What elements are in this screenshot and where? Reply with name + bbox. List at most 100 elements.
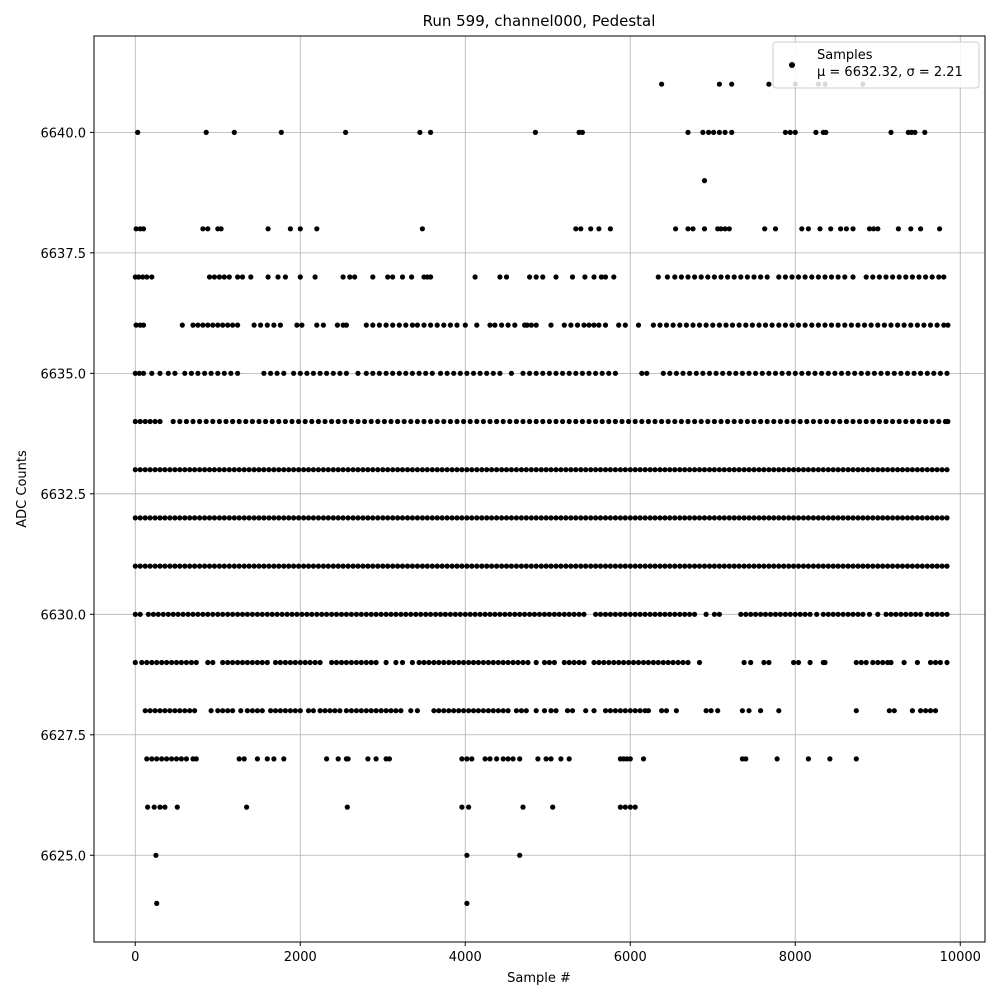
data-point (157, 418, 163, 425)
data-point (348, 659, 354, 666)
data-point (470, 370, 477, 376)
data-point (888, 322, 894, 328)
data-point (178, 756, 184, 762)
data-point (533, 515, 539, 521)
data-point (154, 756, 160, 762)
data-point (325, 467, 331, 473)
data-point (383, 322, 389, 328)
data-point (939, 611, 945, 617)
data-point (845, 467, 851, 473)
data-point (771, 418, 777, 425)
data-point (271, 563, 277, 569)
data-point (665, 659, 671, 666)
data-point (428, 611, 434, 617)
data-point (672, 515, 678, 521)
data-point (824, 418, 830, 425)
data-point (462, 322, 468, 328)
data-point (343, 708, 349, 714)
data-point (518, 467, 525, 473)
data-point (180, 611, 186, 617)
data-point (230, 708, 236, 714)
data-point (815, 563, 822, 569)
data-point (157, 515, 163, 521)
data-point (583, 708, 589, 714)
data-point (927, 659, 934, 666)
data-point (880, 515, 886, 521)
data-point (573, 515, 579, 521)
data-point (167, 708, 173, 714)
data-point (690, 226, 696, 232)
data-point (276, 515, 282, 521)
data-point (903, 611, 909, 617)
data-point (188, 370, 194, 376)
data-point (373, 708, 379, 714)
data-point (612, 611, 619, 617)
data-point (409, 515, 415, 521)
data-point (370, 563, 376, 569)
data-point (612, 467, 619, 473)
data-point (566, 370, 572, 376)
data-point (540, 274, 546, 280)
data-point (489, 515, 495, 521)
data-point (449, 563, 455, 569)
data-point (259, 708, 265, 714)
data-point (423, 370, 429, 376)
data-point (264, 756, 270, 762)
data-point (221, 515, 227, 521)
data-point (576, 659, 582, 666)
data-point (823, 129, 829, 135)
data-point (726, 467, 732, 473)
data-point (650, 659, 657, 666)
data-point (944, 611, 950, 617)
data-point (192, 563, 198, 569)
data-point (863, 274, 869, 280)
data-point (490, 659, 496, 666)
data-point (499, 322, 505, 328)
data-point (725, 418, 731, 425)
data-point (503, 467, 510, 473)
data-point (132, 515, 138, 521)
data-point (236, 756, 242, 762)
data-point (428, 322, 434, 328)
data-point (899, 563, 906, 569)
data-point (878, 370, 884, 376)
data-point (573, 467, 579, 473)
data-point (272, 659, 279, 666)
data-point (404, 467, 411, 473)
data-point (876, 418, 883, 425)
data-point (850, 418, 856, 425)
data-point (776, 274, 782, 280)
data-point (593, 370, 599, 376)
data-point (553, 370, 559, 376)
data-point (914, 659, 921, 666)
data-point (721, 563, 727, 569)
data-point (216, 467, 222, 473)
data-point (337, 708, 343, 714)
data-point (383, 611, 389, 617)
data-point (437, 611, 444, 617)
data-point (210, 322, 216, 328)
data-point (137, 611, 143, 617)
data-point (546, 659, 553, 666)
data-point (345, 563, 351, 569)
data-point (244, 708, 250, 714)
data-point (513, 708, 520, 714)
data-point (421, 322, 427, 328)
data-point (454, 322, 460, 328)
data-point (677, 611, 683, 617)
data-point (632, 804, 638, 810)
data-point (200, 322, 206, 328)
data-point (494, 418, 500, 425)
data-point (268, 708, 274, 714)
data-point (701, 563, 708, 569)
data-point (832, 370, 838, 376)
data-point (602, 467, 609, 473)
data-point (772, 611, 779, 617)
data-point (305, 467, 312, 473)
data-point (451, 708, 457, 714)
data-point (716, 563, 723, 569)
data-point (758, 274, 764, 280)
data-point (899, 467, 906, 473)
